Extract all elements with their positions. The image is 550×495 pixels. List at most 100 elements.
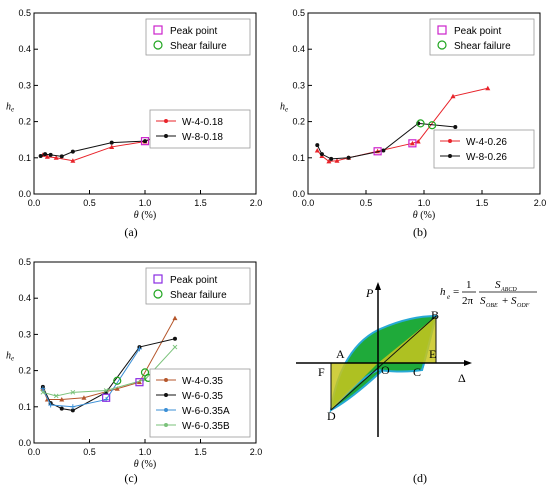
label-O: O xyxy=(381,363,390,377)
x-axis-label: θ (%) xyxy=(134,459,156,470)
y-tick-label: 0.4 xyxy=(292,44,305,54)
series-point xyxy=(103,388,109,393)
legend-square-symbol xyxy=(153,274,163,284)
legend-series-label: W-8-0.26 xyxy=(466,152,507,163)
legend-series-label: W-4-0.35 xyxy=(182,376,223,387)
series-point xyxy=(453,125,458,130)
panel-label-c: (c) xyxy=(124,471,137,485)
x-tick-label: 0.5 xyxy=(83,198,96,208)
series-point xyxy=(319,152,324,157)
formula-den1: 2π xyxy=(462,295,474,307)
peak-point-marker xyxy=(135,378,144,387)
series-point xyxy=(81,395,87,400)
marker-legend-box xyxy=(429,18,535,56)
shear-failure-marker xyxy=(428,121,437,130)
y-tick-label: 0.2 xyxy=(18,366,31,376)
y-tick-label: 0.1 xyxy=(18,153,31,163)
he-formula: h e = 1 2π S ABCD S OBE + S ODF xyxy=(440,279,537,309)
y-tick-label: 0.2 xyxy=(18,117,31,127)
x-tick-label: 1.0 xyxy=(139,447,152,457)
formula-den2b-sub: ODF xyxy=(517,303,530,309)
series-point xyxy=(48,402,54,408)
series-legend-box xyxy=(149,109,251,149)
series-point xyxy=(40,386,46,392)
formula-den2a-sub: OBE xyxy=(486,303,498,309)
marker-legend-box xyxy=(145,18,251,56)
series-point xyxy=(53,393,59,399)
y-tick-label: 0.4 xyxy=(18,293,31,303)
x-tick-label: 2.0 xyxy=(534,198,547,208)
legend-square-symbol xyxy=(437,25,447,35)
y-tick-label: 0.0 xyxy=(292,189,305,199)
peak-point-marker xyxy=(140,137,150,146)
series-line xyxy=(42,348,140,408)
series-point xyxy=(59,397,65,402)
panel-label-b: (b) xyxy=(413,225,427,239)
panel-labels: (a) (b) (c) (d) xyxy=(124,225,427,485)
series-point xyxy=(381,148,386,153)
x-tick-label: 0.5 xyxy=(83,447,96,457)
series-point xyxy=(314,148,320,153)
y-tick-label: 0.3 xyxy=(18,329,31,339)
label-delta: Δ xyxy=(458,371,466,385)
series-point xyxy=(44,154,50,159)
series-point xyxy=(346,155,351,160)
legend-series-label: W-4-0.18 xyxy=(182,117,223,128)
x-tick-label: 0.0 xyxy=(28,198,41,208)
formula-plus: + xyxy=(502,295,508,307)
x-tick-label: 1.0 xyxy=(139,198,152,208)
series-point xyxy=(409,140,415,146)
legend-marker-label: Shear failure xyxy=(170,41,227,52)
label-P: P xyxy=(365,286,374,300)
legend-series-label: W-6-0.35B xyxy=(182,421,230,432)
series-point xyxy=(70,389,76,395)
formula-eq: = xyxy=(453,286,459,298)
formula-den2a: S xyxy=(480,295,486,307)
triangle-OBE xyxy=(378,316,436,363)
shear-failure-marker xyxy=(113,376,122,385)
series-point xyxy=(450,93,456,99)
label-F: F xyxy=(318,365,325,379)
y-tick-label: 0.0 xyxy=(18,438,31,448)
label-E: E xyxy=(429,347,436,361)
diagram-d: P Δ A B C D E F O h e = 1 2π S ABCD S OB… xyxy=(296,279,537,437)
shear-failure-marker xyxy=(416,119,425,128)
x-tick-label: 0.5 xyxy=(360,198,373,208)
y-tick-label: 0.5 xyxy=(18,257,31,267)
series-point xyxy=(136,379,142,385)
peak-point-marker xyxy=(373,147,382,156)
y-tick-label: 0.5 xyxy=(292,8,305,18)
y-tick-label: 0.0 xyxy=(18,189,31,199)
y-tick-label: 0.3 xyxy=(18,80,31,90)
legend-series-label: W-4-0.26 xyxy=(466,137,507,148)
series-point xyxy=(43,152,48,157)
series-point xyxy=(59,406,64,411)
label-D: D xyxy=(327,409,336,423)
legend-marker-label: Peak point xyxy=(170,275,217,286)
legend-circle-symbol xyxy=(153,40,163,50)
series-point xyxy=(326,158,332,164)
y-axis-label: he xyxy=(280,102,288,114)
x-tick-label: 2.0 xyxy=(250,198,263,208)
formula-den2b: S xyxy=(511,295,517,307)
series-point xyxy=(53,155,59,160)
series-point xyxy=(485,85,491,91)
legend-square-symbol xyxy=(153,25,163,35)
chart-b: 0.0 0.5 1.0 1.5 2.0 0.0 0.1 0.2 0.3 0.4 0.5 θ (%) he… xyxy=(280,8,546,221)
series-point xyxy=(143,139,147,144)
series-point xyxy=(40,389,46,395)
label-B: B xyxy=(431,308,439,322)
y-tick-label: 0.5 xyxy=(18,8,31,18)
series-point xyxy=(48,152,53,157)
series-point xyxy=(38,153,43,158)
legend-series-point xyxy=(164,134,168,138)
y-tick-label: 0.4 xyxy=(18,44,31,54)
series-point xyxy=(114,386,120,391)
series-point xyxy=(136,346,142,352)
series-point xyxy=(70,408,75,413)
chart-c: 0.0 0.5 1.0 1.5 2.0 0.0 0.1 0.2 0.3 0.4 0.5 θ (%) he… xyxy=(6,257,262,470)
series-legend-box xyxy=(433,129,535,169)
series-point xyxy=(329,156,334,161)
legend-series-point xyxy=(164,378,168,382)
